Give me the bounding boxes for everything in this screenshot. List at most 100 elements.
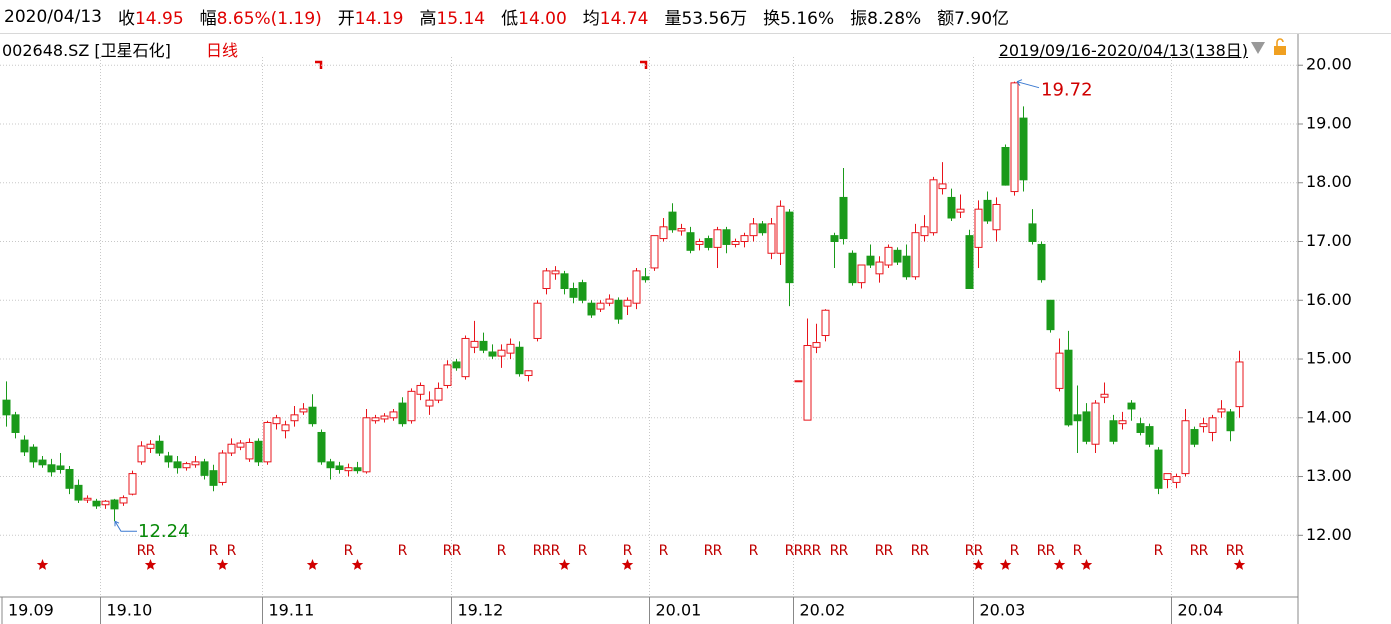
y-tick-label: 17.00 [1306,231,1352,250]
candle-body [686,232,695,251]
candle-body [407,390,416,422]
period: 日线 [206,41,239,60]
candle-body [173,461,182,469]
y-tick-label: 12.00 [1306,525,1352,544]
candle-body [263,421,272,463]
event-marker: R [1154,543,1164,559]
candle-body [308,406,317,425]
corner-mark [315,60,323,69]
star-marker [1080,559,1093,570]
corner-mark [640,60,648,69]
candle-body [155,440,164,454]
quote-value: 7.90亿 [954,9,1010,29]
candle-body [11,414,20,433]
quote-item: 均14.74 [583,4,649,29]
quote-value: 14.74 [599,9,649,29]
candle-body [2,399,11,416]
lock-icon[interactable] [1274,38,1286,55]
candle-body [1136,423,1145,433]
candle-body [884,246,893,266]
candle-body [1181,420,1190,475]
candle-body [461,337,470,378]
candle-body [389,411,398,419]
event-marker: R [812,543,822,559]
candle-body [956,208,965,213]
candle-body [632,270,641,304]
star-marker [999,559,1012,570]
quote-item: 高15.14 [419,4,485,29]
quote-label: 收 [117,9,135,29]
candle-body [983,199,992,222]
candle-body [74,484,83,501]
event-marker: R [1046,543,1056,559]
event-marker: R [443,543,453,559]
candle-body [452,361,461,369]
candle-body [1154,449,1163,489]
candle-body [1055,352,1064,389]
candle-body [731,241,740,245]
candle-body [875,261,884,275]
candle-body [434,387,443,401]
y-tick-label: 16.00 [1306,290,1352,309]
candle-body [182,463,191,469]
candle-body [1208,417,1217,433]
quote-value: 8.28% [867,9,922,29]
candle-body [866,255,875,266]
candle-body [758,223,767,234]
star-marker [1233,559,1246,570]
dropdown-icon[interactable] [1251,42,1265,54]
x-tick-label: 19.11 [269,601,315,620]
candle-body [614,299,623,320]
quote-header: 2020/04/13 收14.95 幅8.65%(1.19) 开14.19 高15.1… [0,0,1391,34]
event-marker: R [911,543,921,559]
candle-body [749,223,758,237]
candle-body [704,238,713,248]
candle-body [506,343,515,354]
candle-body [38,459,47,466]
candle-body [794,380,803,383]
quote-item: 低14.00 [501,4,567,29]
y-tick-label: 14.00 [1306,407,1352,426]
y-tick-label: 13.00 [1306,466,1352,485]
candle-body [209,470,218,486]
candle-body [164,455,173,463]
candle-body [272,417,281,425]
candle-body [353,467,362,472]
candle-body [992,203,1001,231]
candle-body [623,299,632,307]
event-marker: R [137,543,147,559]
candle-body [83,497,92,501]
star-marker [972,559,985,570]
candle-body [497,349,506,357]
star-marker [558,559,571,570]
date-range[interactable]: 2019/09/16-2020/04/13(138日) [998,41,1248,60]
candle-body [551,270,560,275]
event-marker: R [974,543,984,559]
candle-body [812,342,821,348]
event-marker: R [713,543,723,559]
quote-value: 14.00 [518,9,567,29]
candle-body [101,500,110,506]
candle-body [785,211,794,284]
candle-body [20,439,29,453]
candle-body [1118,420,1127,425]
quote-label: 振 [850,9,868,29]
candle-body [740,235,749,243]
candle-body [803,345,812,421]
min-arrow [114,520,137,532]
candle-body [191,461,200,466]
candle-body [92,500,101,507]
quote-item: 额7.90亿 [937,4,1009,29]
candle-body [893,249,902,263]
quote-item: 量53.56万 [664,4,747,29]
event-marker: R [659,543,669,559]
candle-body [650,235,659,269]
event-marker: R [1010,543,1020,559]
candle-body [596,302,605,310]
candle-body [1001,146,1010,186]
candle-body [245,441,254,460]
quote-item: 开14.19 [338,4,404,29]
candle-body [659,226,668,240]
event-marker: R [884,543,894,559]
